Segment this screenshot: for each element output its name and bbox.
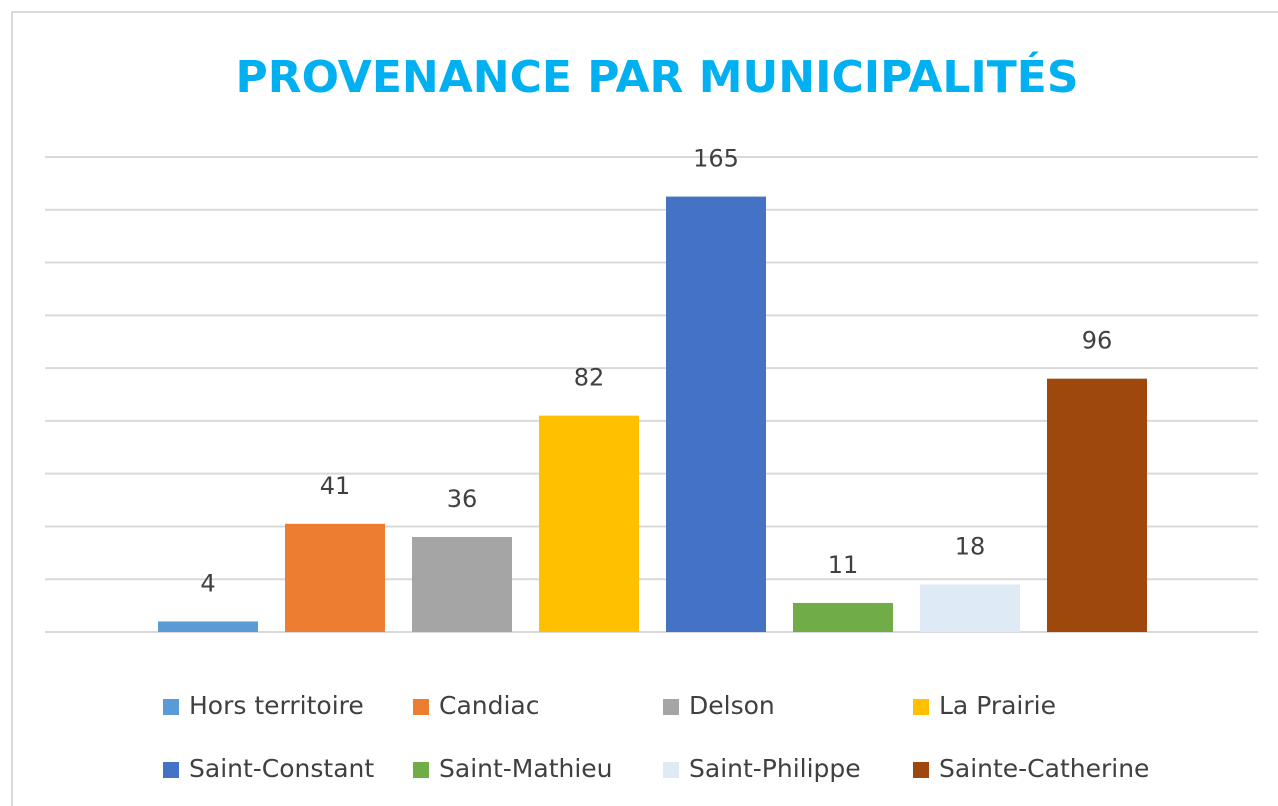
data-label: 41 xyxy=(320,472,351,500)
legend-swatch xyxy=(413,699,429,715)
legend-swatch xyxy=(913,699,929,715)
legend-swatch xyxy=(663,699,679,715)
legend-swatch xyxy=(163,762,179,778)
data-label: 36 xyxy=(447,485,478,513)
bar xyxy=(793,602,893,632)
legend-swatch xyxy=(413,762,429,778)
bar xyxy=(412,537,512,632)
data-label: 82 xyxy=(574,364,605,392)
legend-label: Sainte-Catherine xyxy=(939,754,1149,783)
legend-swatch xyxy=(913,762,929,778)
data-label: 18 xyxy=(955,533,986,561)
bar xyxy=(285,523,385,632)
bar xyxy=(158,621,258,632)
legend-swatch xyxy=(663,762,679,778)
data-label: 4 xyxy=(200,569,215,597)
legend-label: Hors territoire xyxy=(189,691,364,720)
legend-label: Candiac xyxy=(439,691,540,720)
bar xyxy=(666,196,766,633)
legend-label: Delson xyxy=(689,691,775,720)
bar xyxy=(920,584,1020,632)
legend-label: Saint-Mathieu xyxy=(439,754,613,783)
legend-swatch xyxy=(163,699,179,715)
legend-label: Saint-Philippe xyxy=(689,754,861,783)
legend-label: La Prairie xyxy=(939,691,1056,720)
data-label: 96 xyxy=(1082,327,1113,355)
legend-label: Saint-Constant xyxy=(189,754,374,783)
data-label: 165 xyxy=(693,145,739,173)
chart-title: PROVENANCE PAR MUNICIPALITÉS xyxy=(235,50,1078,103)
bar xyxy=(539,415,639,632)
bar xyxy=(1047,378,1147,632)
data-label: 11 xyxy=(828,551,859,579)
